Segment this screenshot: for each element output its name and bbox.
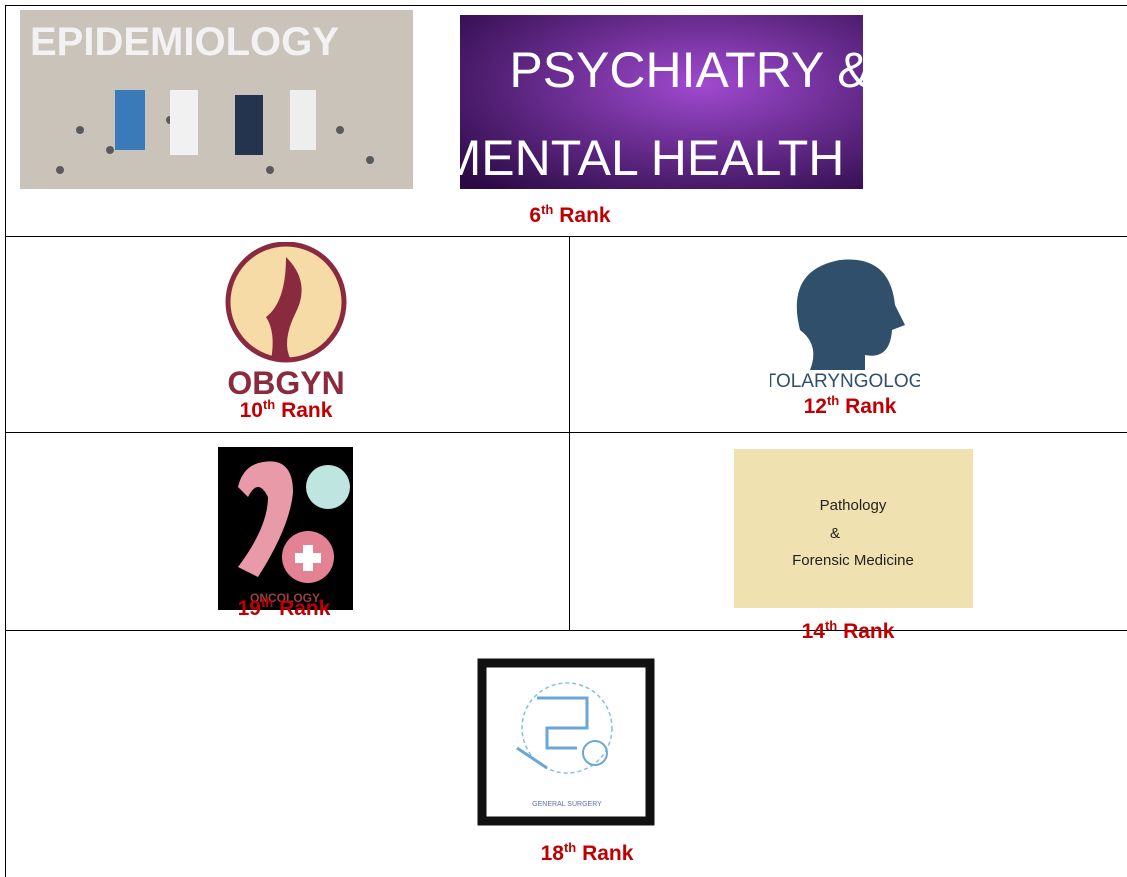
rank: 12th Rank	[804, 393, 897, 419]
border	[5, 5, 6, 877]
text: 14	[801, 620, 825, 643]
text: th	[541, 202, 554, 217]
pathology-image: Pathology & Forensic Medicine	[734, 449, 973, 608]
rank: 6th Rank	[529, 202, 610, 228]
image-label: GENERAL SURGERY	[532, 801, 602, 808]
oncology-image: ONCOLOGY	[218, 447, 353, 610]
text: th	[563, 840, 577, 855]
text: th	[826, 393, 840, 408]
text: th	[260, 595, 274, 610]
otolaryngology-image: OTOLARYNGOLOGY	[770, 259, 920, 392]
rank: 10th Rank	[240, 397, 333, 423]
text: th	[824, 618, 838, 633]
image-label: ONCOLOGY	[250, 591, 320, 605]
text: 18	[540, 842, 564, 865]
image-label: EPIDEMIOLOGY	[30, 20, 339, 64]
text: Rank	[281, 399, 333, 422]
border	[569, 236, 570, 630]
border	[5, 236, 1127, 237]
rank: 14th Rank	[802, 618, 895, 644]
image-label: Forensic Medicine	[792, 552, 914, 569]
text: Rank	[559, 204, 611, 227]
text: th	[262, 397, 276, 412]
image-label: OBGYN	[227, 365, 344, 401]
image-label: MENTAL HEALTH	[460, 130, 844, 186]
image-label: OTOLARYNGOLOGY	[770, 371, 920, 392]
general-surgery-image: GENERAL SURGERY	[477, 658, 655, 826]
obgyn-image: OBGYN	[225, 242, 347, 401]
image-label: PSYCHIATRY &	[509, 42, 863, 98]
image-label: &	[830, 525, 840, 542]
rank: 18th Rank	[541, 840, 634, 866]
text: 12	[803, 395, 827, 418]
epidemiology-image: EPIDEMIOLOGY	[20, 10, 413, 189]
image-label: Pathology	[820, 497, 887, 514]
border	[5, 5, 1127, 6]
text: 10	[239, 399, 263, 422]
psychiatry-image: PSYCHIATRY & MENTAL HEALTH	[460, 15, 863, 189]
border	[5, 432, 1127, 433]
text: Rank	[279, 597, 331, 620]
text: Rank	[845, 395, 897, 418]
text: 6	[529, 204, 542, 227]
rank: 19th Rank	[238, 595, 331, 621]
text: 19	[237, 597, 261, 620]
border	[5, 630, 1127, 631]
text: Rank	[843, 620, 895, 643]
text: Rank	[582, 842, 634, 865]
